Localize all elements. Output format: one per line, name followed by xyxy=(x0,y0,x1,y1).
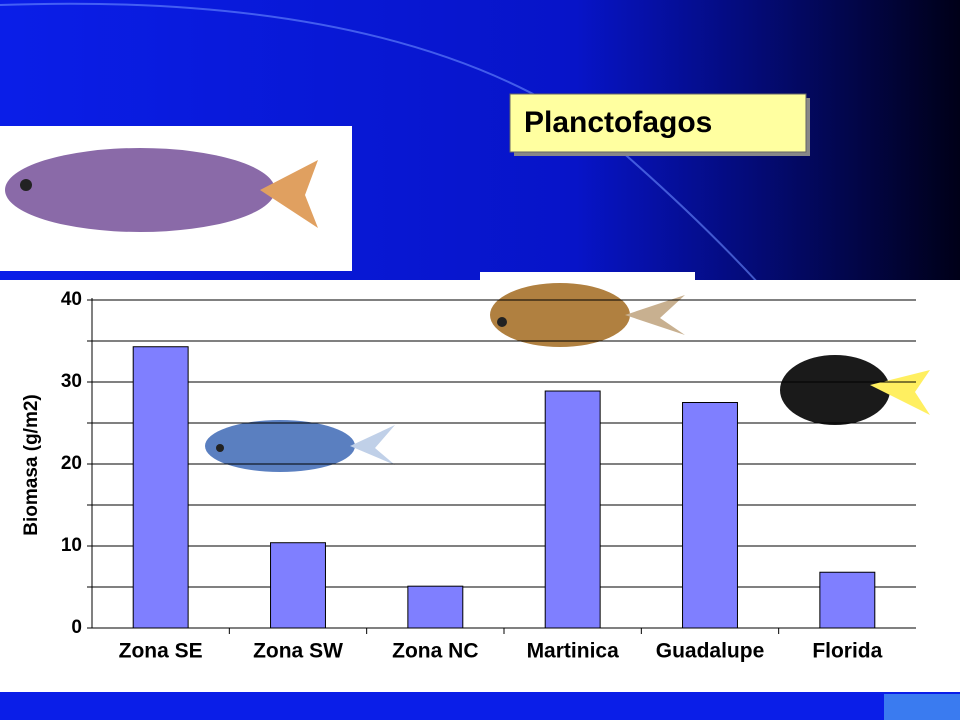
fish-yellow xyxy=(780,355,930,425)
fish-purple xyxy=(5,148,318,232)
y-tick-label: 30 xyxy=(61,371,82,392)
y-tick-label: 40 xyxy=(61,289,82,310)
bar xyxy=(682,402,738,629)
bar xyxy=(270,542,326,629)
x-tick-label: Zona SE xyxy=(119,640,203,663)
y-tick-label: 0 xyxy=(71,617,82,638)
footer-bar xyxy=(0,692,960,720)
y-tick-label: 20 xyxy=(61,453,82,474)
x-tick-label: Martinica xyxy=(527,640,620,663)
y-axis-label: Biomasa (g/m2) xyxy=(21,394,42,535)
y-tick-label: 10 xyxy=(61,535,82,556)
bar xyxy=(132,346,189,629)
chart-title: Planctofagos xyxy=(524,106,712,139)
fish-blue xyxy=(200,400,400,495)
footer-square xyxy=(884,694,960,720)
x-tick-label: Guadalupe xyxy=(656,640,765,663)
bar xyxy=(407,585,464,629)
bar xyxy=(819,571,876,629)
x-tick-label: Zona NC xyxy=(392,640,478,663)
x-tick-label: Florida xyxy=(812,640,882,663)
fish-brown xyxy=(490,283,685,347)
title-box xyxy=(509,93,807,153)
x-tick-label: Zona SW xyxy=(253,640,343,663)
bar xyxy=(544,390,601,629)
